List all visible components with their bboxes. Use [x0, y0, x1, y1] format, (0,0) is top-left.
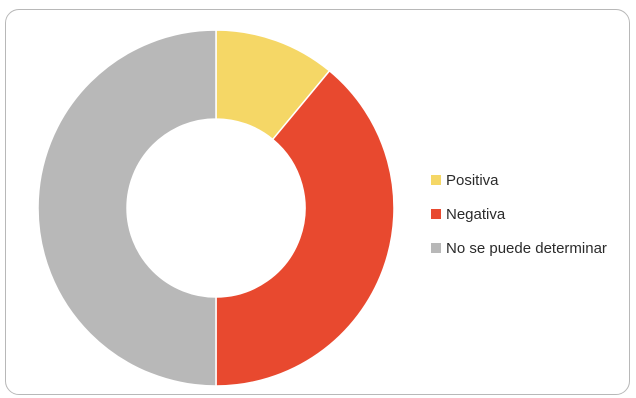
- legend-swatch-negativa: [431, 209, 441, 219]
- legend-item-positiva: Positiva: [431, 163, 607, 197]
- slice-no-se-puede-determinar: [37, 29, 217, 387]
- legend-label-no-se-puede-determinar: No se puede determinar: [446, 239, 607, 257]
- legend-item-no-se-puede-determinar: No se puede determinar: [431, 231, 607, 265]
- legend-swatch-positiva: [431, 175, 441, 185]
- legend-label-negativa: Negativa: [446, 205, 506, 223]
- legend: Positiva Negativa No se puede determinar: [431, 163, 607, 265]
- slice-negativa: [215, 69, 395, 387]
- legend-swatch-no-se-puede-determinar: [431, 243, 441, 253]
- donut-slices: [37, 29, 395, 387]
- legend-item-negativa: Negativa: [431, 197, 607, 231]
- legend-label-positiva: Positiva: [446, 171, 499, 189]
